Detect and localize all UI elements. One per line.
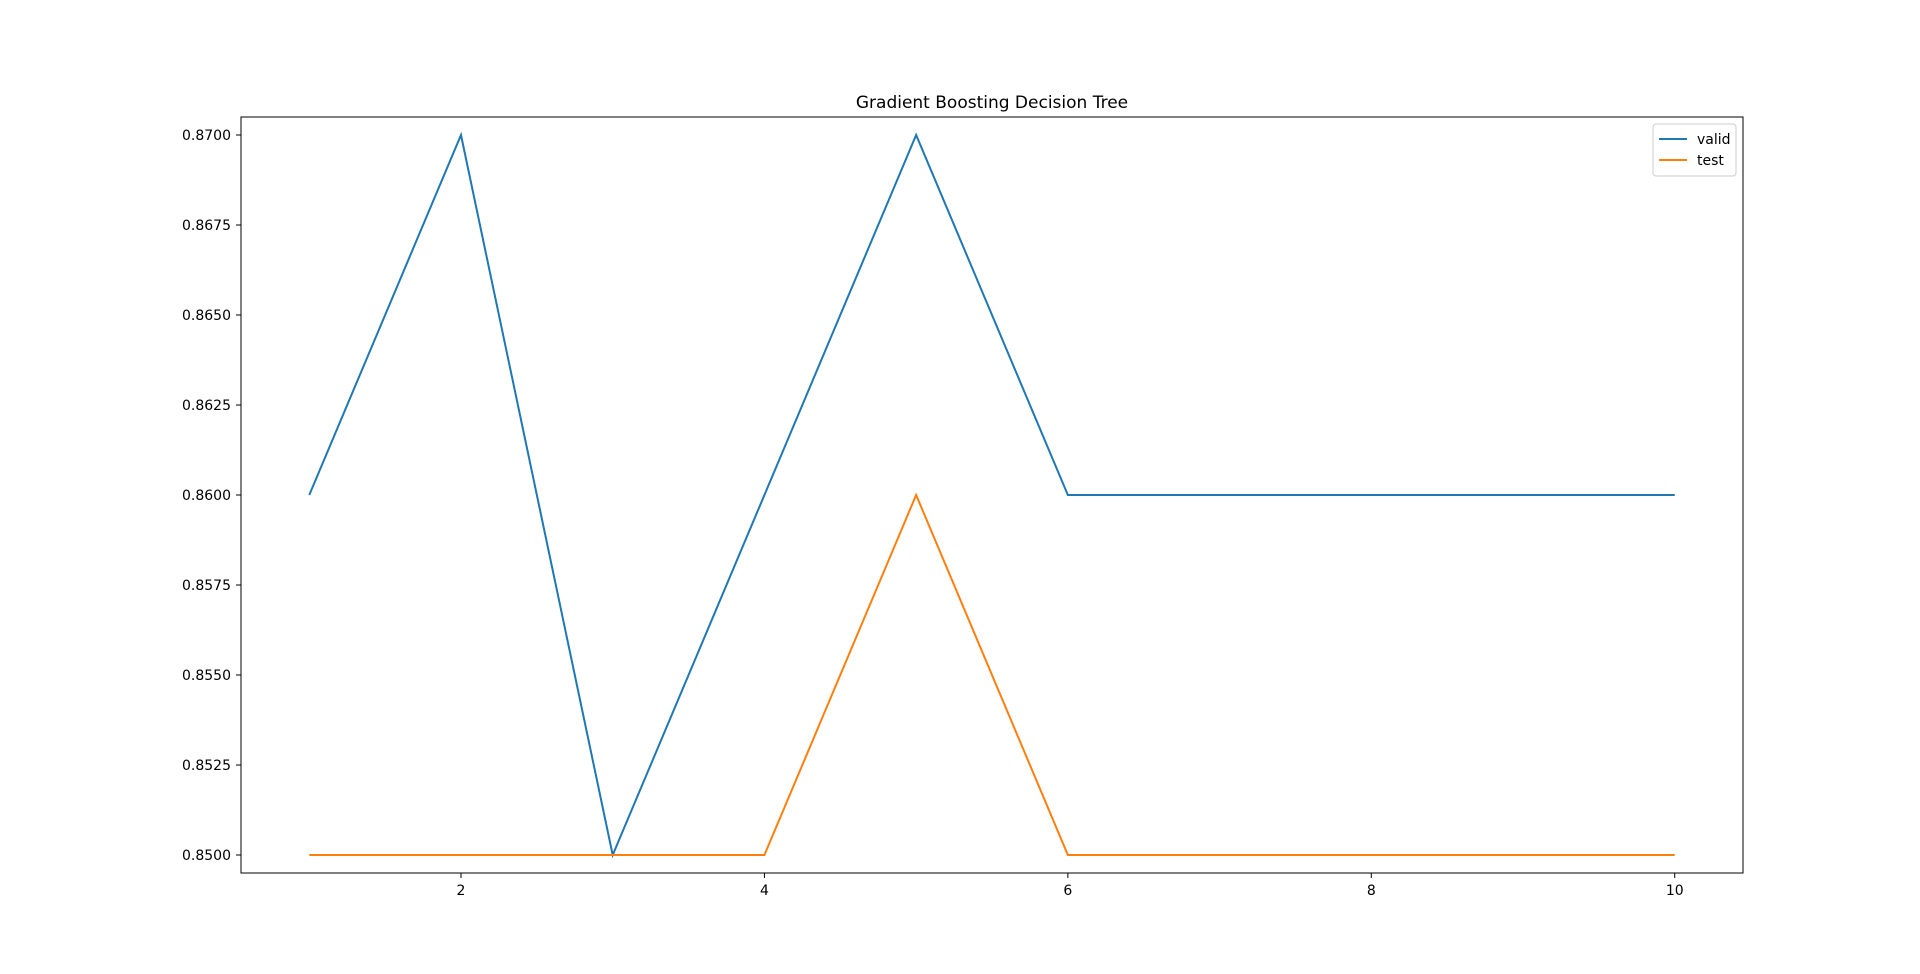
- series-line-test: [309, 492, 1675, 856]
- legend: valid test: [1652, 123, 1737, 177]
- y-axis: 0.8500 0.8525 0.8550 0.8575 0.8600 0.8625 0.86…: [182, 128, 241, 864]
- series-line-valid: [308, 131, 1675, 859]
- x-tick-label: 10: [1666, 883, 1684, 899]
- y-tick-label: 0.8700: [182, 128, 231, 144]
- x-tick-label: 2: [457, 883, 466, 899]
- plot-frame: [240, 116, 1744, 874]
- y-tick-label: 0.8525: [182, 758, 231, 774]
- y-tick-label: 0.8675: [182, 218, 231, 234]
- y-tick-label: 0.8600: [182, 488, 231, 504]
- legend-label-valid: valid: [1697, 132, 1731, 148]
- legend-box: [1652, 123, 1737, 177]
- y-tick-label: 0.8500: [182, 848, 231, 864]
- x-tick-label: 4: [760, 883, 769, 899]
- x-tick-label: 8: [1367, 883, 1376, 899]
- y-tick-label: 0.8650: [182, 308, 231, 324]
- legend-label-test: test: [1697, 153, 1724, 169]
- y-tick-label: 0.8575: [182, 578, 231, 594]
- x-axis: 2 4 6 8 10: [457, 873, 1684, 899]
- y-tick-label: 0.8550: [182, 668, 231, 684]
- x-tick-label: 6: [1063, 883, 1072, 899]
- y-tick-label: 0.8625: [182, 398, 231, 414]
- series-layer: [308, 131, 1675, 859]
- chart-title: Gradient Boosting Decision Tree: [856, 93, 1128, 113]
